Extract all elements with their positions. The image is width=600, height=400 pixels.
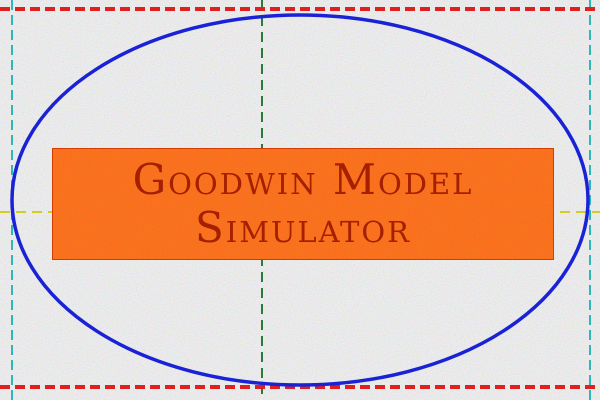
title-line-2: Simulator [195, 203, 411, 252]
limit-cycle-orbit [10, 13, 590, 387]
title-line-1: Goodwin Model [132, 155, 474, 204]
title-box: Goodwin Model Simulator [52, 148, 554, 260]
title-box-noise [52, 148, 554, 260]
